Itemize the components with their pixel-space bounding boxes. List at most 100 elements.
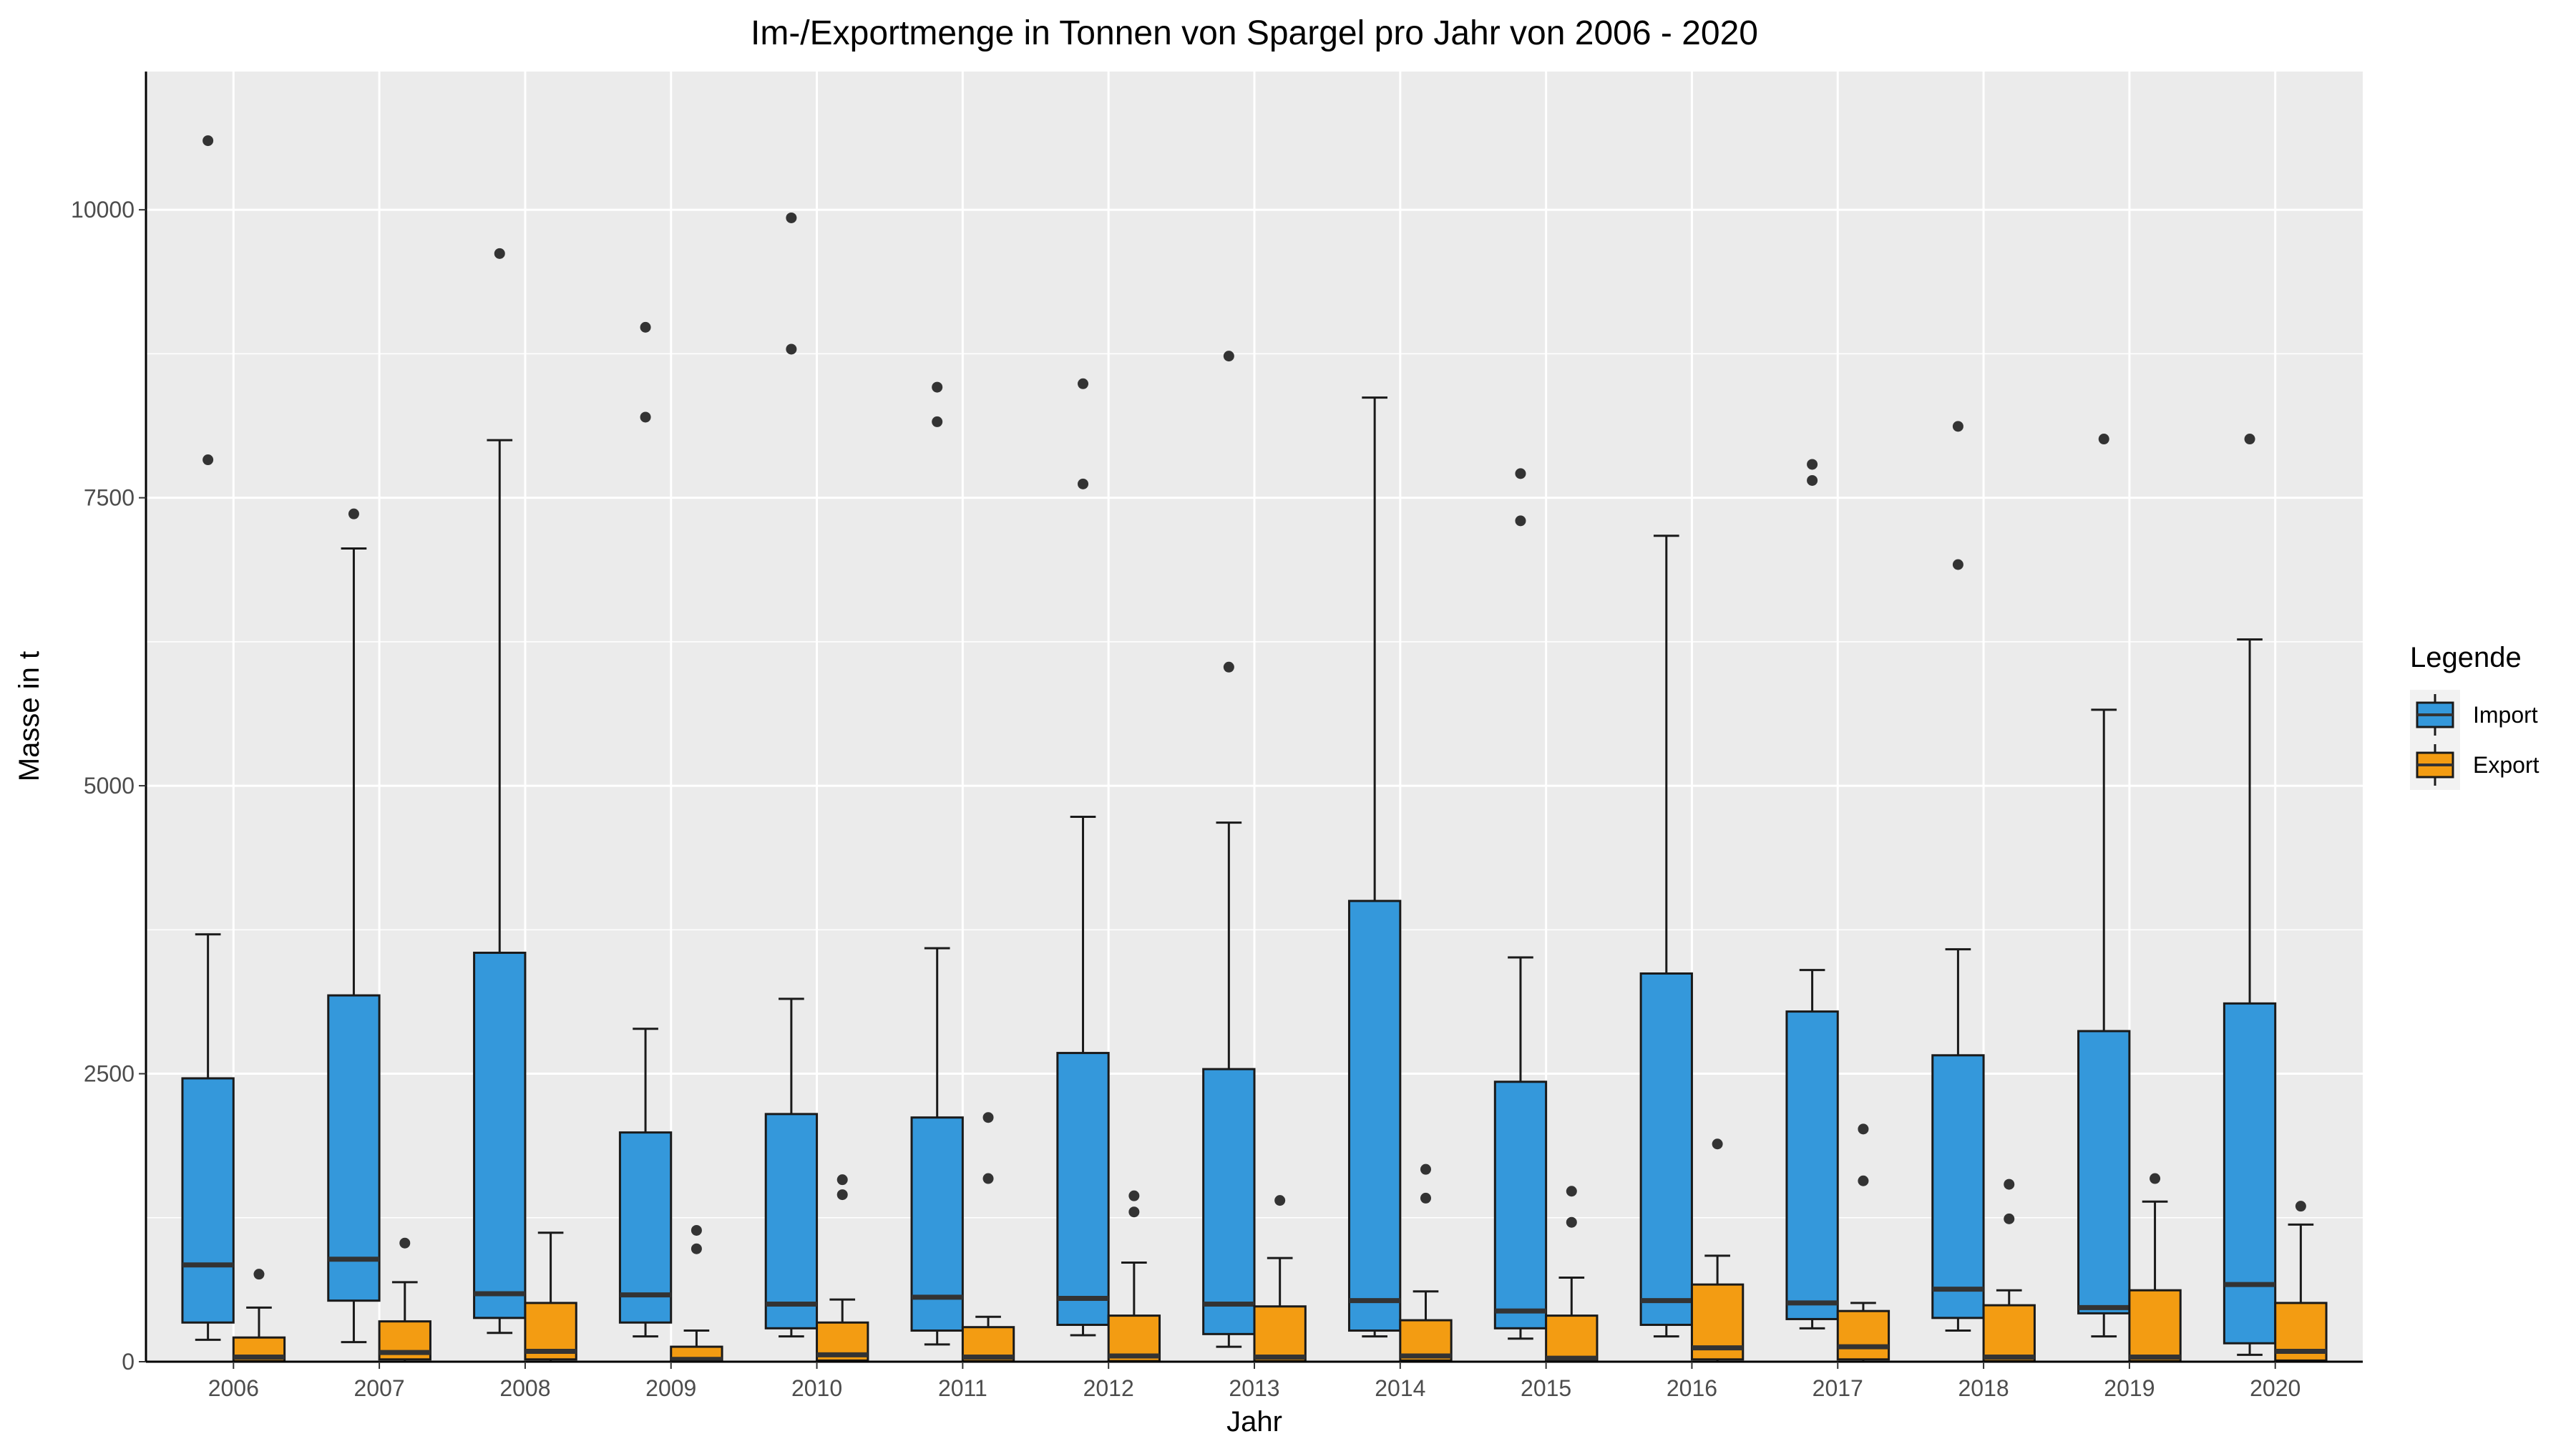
outlier-point bbox=[1566, 1216, 1577, 1228]
outlier-point bbox=[1128, 1206, 1140, 1218]
box-iqr bbox=[2128, 1289, 2182, 1362]
outlier-point bbox=[836, 1189, 848, 1201]
y-tick-label: 2500 bbox=[84, 1061, 135, 1087]
box-export-2015 bbox=[1545, 1186, 1599, 1363]
box-iqr bbox=[1982, 1304, 2036, 1362]
legend-label: Export bbox=[2473, 752, 2540, 778]
outlier-point bbox=[786, 212, 797, 223]
outlier-point bbox=[932, 381, 943, 393]
outlier-point bbox=[982, 1112, 994, 1123]
x-tick-label: 2017 bbox=[1813, 1375, 1863, 1401]
box-export-2009 bbox=[670, 1224, 723, 1363]
box-import-2011 bbox=[910, 381, 964, 1346]
box-iqr bbox=[1545, 1314, 1599, 1362]
outlier-point bbox=[1078, 478, 1089, 489]
outlier-point bbox=[494, 248, 505, 259]
outlier-point bbox=[2295, 1201, 2306, 1212]
x-tick-label: 2015 bbox=[1521, 1375, 1571, 1401]
x-tick-label: 2016 bbox=[1667, 1375, 1717, 1401]
x-tick-label: 2014 bbox=[1375, 1375, 1425, 1401]
box-import-2013 bbox=[1202, 351, 1256, 1348]
box-iqr bbox=[473, 952, 527, 1319]
y-tick-label: 10000 bbox=[71, 197, 135, 223]
outlier-point bbox=[1807, 459, 1818, 470]
outlier-point bbox=[1858, 1175, 1869, 1186]
outlier-point bbox=[1858, 1123, 1869, 1135]
outlier-point bbox=[1515, 515, 1526, 527]
outlier-point bbox=[1952, 559, 1963, 570]
y-axis-title: Masse in t bbox=[14, 651, 45, 781]
outlier-point bbox=[2004, 1179, 2015, 1190]
y-axis-ticks: 0 2500 5000 7500 10000 bbox=[71, 197, 146, 1375]
outlier-point bbox=[1807, 474, 1818, 486]
outlier-point bbox=[1420, 1163, 1431, 1175]
outlier-point bbox=[640, 321, 651, 333]
box-import-2009 bbox=[618, 321, 673, 1338]
box-import-2018 bbox=[1931, 421, 1985, 1332]
box-iqr bbox=[618, 1131, 673, 1324]
box-iqr bbox=[764, 1113, 819, 1330]
box-export-2007 bbox=[378, 1237, 431, 1363]
x-axis-title: Jahr bbox=[1226, 1406, 1282, 1438]
box-import-2012 bbox=[1056, 378, 1110, 1337]
box-iqr bbox=[1785, 1010, 1839, 1320]
box-export-2012 bbox=[1107, 1190, 1161, 1363]
legend-title: Legende bbox=[2410, 642, 2522, 673]
outlier-point bbox=[399, 1237, 411, 1249]
x-tick-label: 2009 bbox=[645, 1375, 696, 1401]
outlier-point bbox=[2244, 434, 2255, 445]
box-iqr bbox=[2223, 1002, 2277, 1345]
box-import-2006 bbox=[181, 135, 235, 1341]
x-tick-label: 2013 bbox=[1229, 1375, 1279, 1401]
x-tick-label: 2007 bbox=[354, 1375, 405, 1401]
legend: Legende Import Export bbox=[2410, 642, 2540, 790]
box-export-2013 bbox=[1253, 1195, 1307, 1363]
legend-label: Import bbox=[2473, 702, 2538, 728]
outlier-point bbox=[1566, 1186, 1577, 1197]
x-tick-label: 2020 bbox=[2250, 1375, 2301, 1401]
boxes-layer bbox=[181, 135, 2328, 1363]
x-tick-label: 2008 bbox=[499, 1375, 550, 1401]
outlier-point bbox=[786, 343, 797, 355]
chart-title: Im-/Exportmenge in Tonnen von Spargel pr… bbox=[751, 14, 1758, 52]
box-iqr bbox=[1347, 899, 1402, 1332]
box-iqr bbox=[1931, 1054, 1985, 1319]
box-iqr bbox=[1639, 972, 1693, 1326]
y-tick-label: 0 bbox=[122, 1349, 135, 1375]
box-export-2014 bbox=[1399, 1163, 1453, 1363]
x-tick-label: 2018 bbox=[1958, 1375, 2009, 1401]
x-tick-label: 2012 bbox=[1083, 1375, 1134, 1401]
outlier-point bbox=[640, 411, 651, 423]
x-tick-label: 2011 bbox=[938, 1375, 987, 1401]
box-import-2014 bbox=[1347, 396, 1402, 1338]
box-import-2008 bbox=[473, 248, 527, 1335]
box-import-2017 bbox=[1785, 459, 1839, 1330]
outlier-point bbox=[691, 1224, 702, 1236]
box-import-2015 bbox=[1493, 468, 1548, 1340]
outlier-point bbox=[1712, 1138, 1723, 1150]
outlier-point bbox=[2150, 1173, 2161, 1184]
y-tick-label: 5000 bbox=[84, 773, 135, 799]
outlier-point bbox=[2098, 434, 2109, 445]
box-export-2016 bbox=[1690, 1138, 1745, 1363]
legend-item-import: Import bbox=[2410, 690, 2538, 740]
outlier-point bbox=[691, 1243, 702, 1254]
outlier-point bbox=[836, 1174, 848, 1186]
box-import-2019 bbox=[2077, 434, 2131, 1338]
x-tick-label: 2006 bbox=[208, 1375, 259, 1401]
box-iqr bbox=[327, 994, 381, 1302]
outlier-point bbox=[1515, 468, 1526, 479]
outlier-point bbox=[1952, 421, 1963, 432]
box-export-2019 bbox=[2128, 1173, 2182, 1363]
outlier-point bbox=[1078, 378, 1089, 389]
outlier-point bbox=[1128, 1190, 1140, 1201]
outlier-point bbox=[1420, 1192, 1431, 1204]
box-iqr bbox=[1493, 1080, 1548, 1330]
box-iqr bbox=[1253, 1305, 1307, 1362]
outlier-point bbox=[982, 1173, 994, 1184]
box-iqr bbox=[1836, 1309, 1890, 1361]
box-export-2018 bbox=[1982, 1179, 2036, 1363]
y-tick-label: 7500 bbox=[84, 485, 135, 511]
box-iqr bbox=[181, 1077, 235, 1324]
